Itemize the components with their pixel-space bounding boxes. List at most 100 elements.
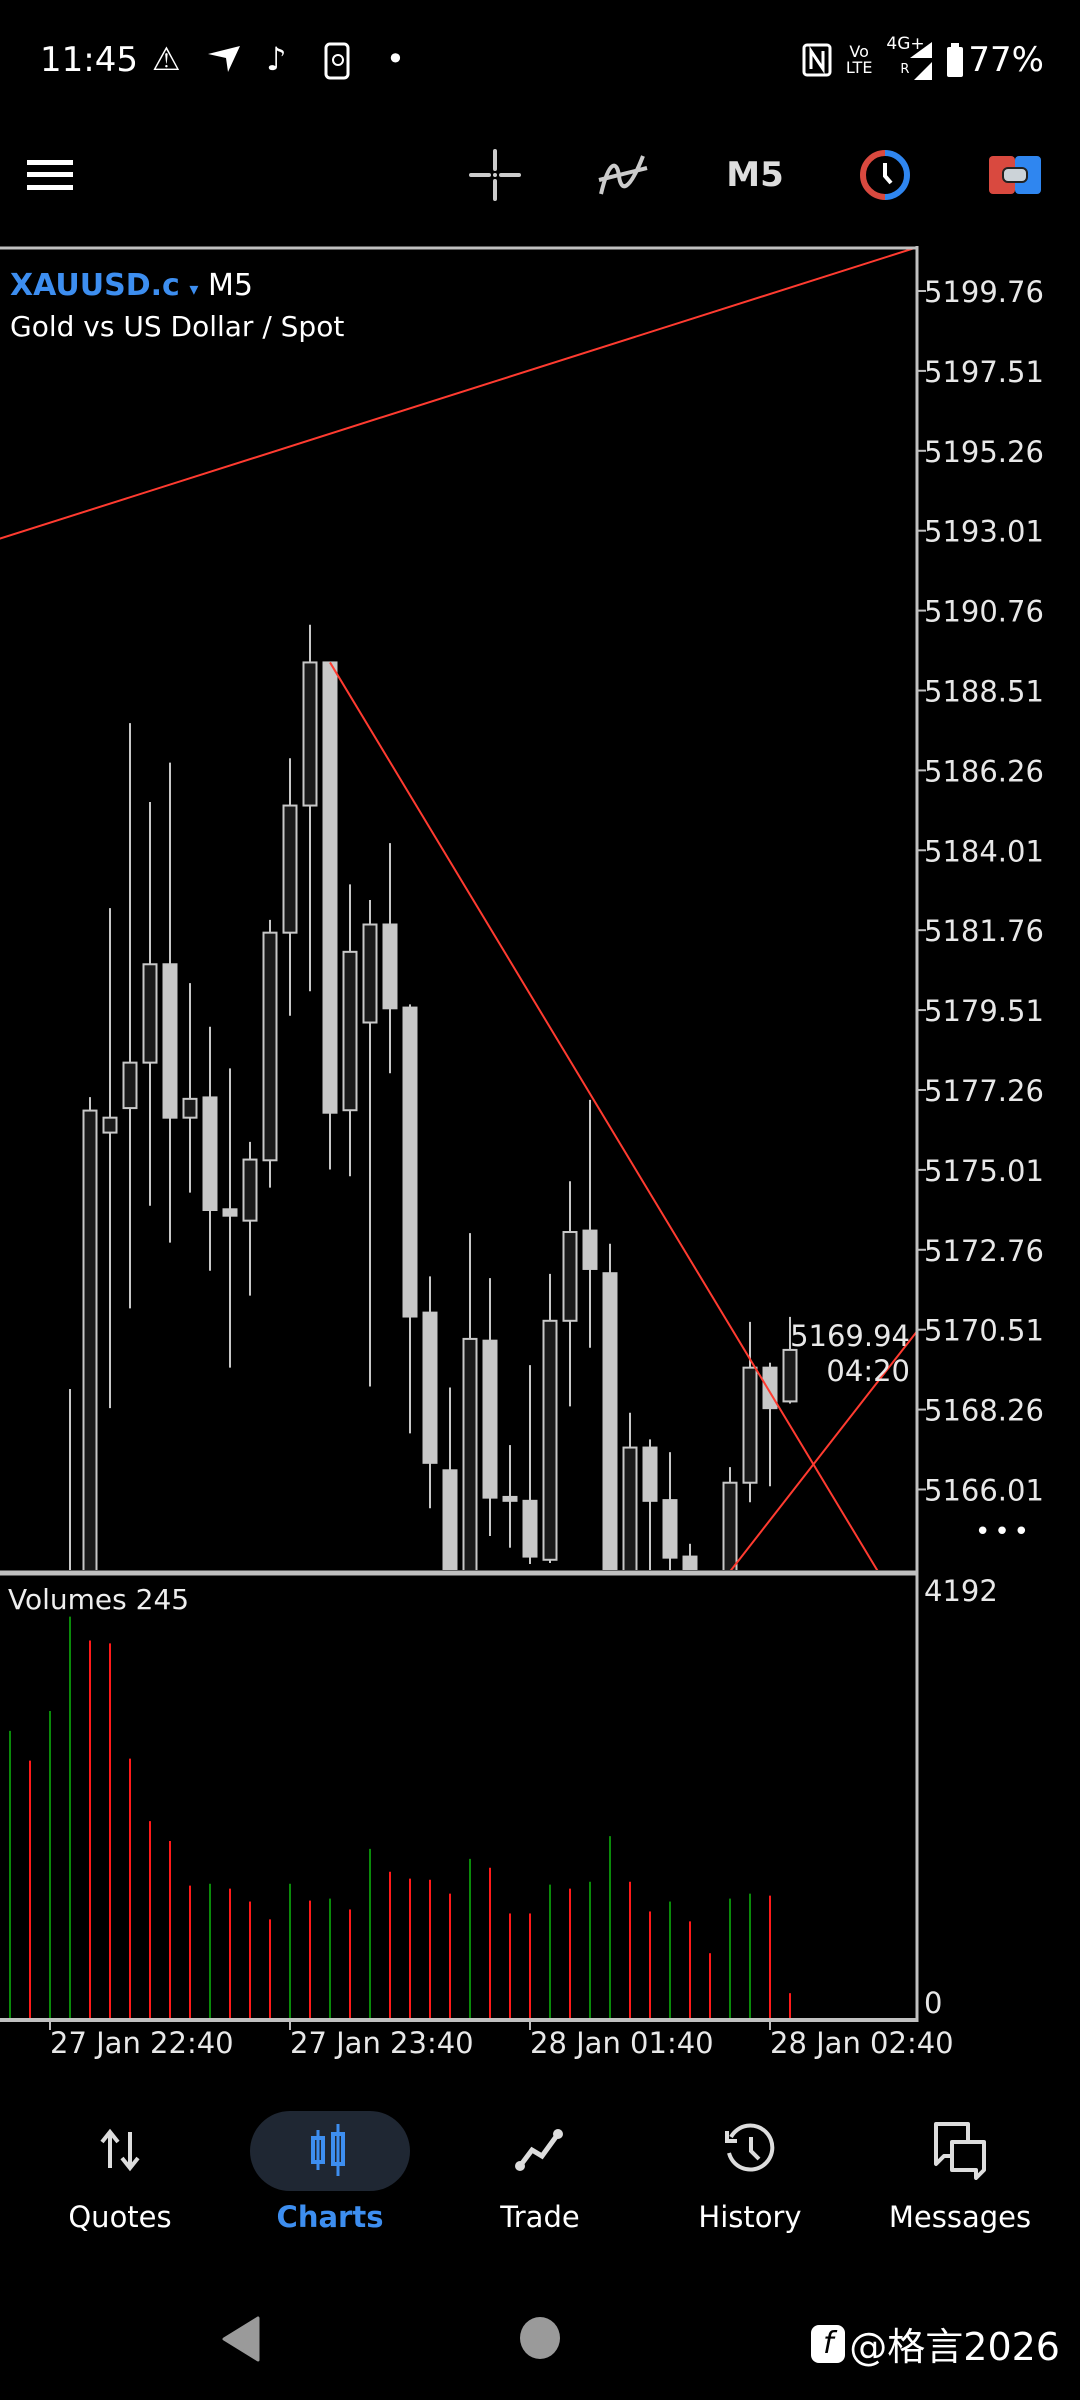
- bearish-candle: [682, 1543, 698, 1570]
- symbol-name[interactable]: XAUUSD.c: [10, 268, 180, 303]
- bullish-candle: [182, 983, 198, 1193]
- bearish-candle: [222, 1068, 238, 1368]
- candle-body: [762, 1366, 778, 1410]
- candle-body: [542, 1319, 558, 1561]
- bearish-candle: [522, 1365, 538, 1565]
- bearish-candle: [602, 1243, 618, 1570]
- symbol-selector[interactable]: XAUUSD.c ▾ M5: [10, 268, 253, 303]
- active-tab-highlight: [250, 2111, 410, 2191]
- price-axis: 5199.76 5197.51 5195.26 5193.01 5190.76 5188.…: [917, 275, 1044, 1507]
- history-clock-icon: [700, 2114, 800, 2186]
- trade-timer-icon[interactable]: [855, 150, 915, 200]
- candle-body: [222, 1208, 238, 1217]
- time-tick-label: 27 Jan 22:40: [50, 2026, 234, 2060]
- price-tick-label: 5195.26: [924, 435, 1044, 469]
- trendlines[interactable]: [0, 247, 918, 1572]
- tab-label: Quotes: [68, 2200, 172, 2234]
- volte-top: Vo: [849, 42, 869, 61]
- time-tick-label: 27 Jan 23:40: [290, 2026, 474, 2060]
- price-tick-label: 5197.51: [924, 355, 1044, 389]
- warning-icon: ⚠: [152, 40, 181, 78]
- battery-percent: 77%: [968, 40, 1044, 80]
- candle-body: [262, 931, 278, 1162]
- time-tick-label: 28 Jan 02:40: [770, 2026, 954, 2060]
- bullish-candle: [82, 1097, 98, 1570]
- time-axis: 27 Jan 22:40 27 Jan 23:40 28 Jan 01:40 28 J…: [49, 2020, 954, 2060]
- bearish-candle: [402, 1004, 418, 1434]
- bullish-candle: [282, 758, 298, 1016]
- candle-body: [682, 1555, 698, 1570]
- candle-body: [562, 1231, 578, 1322]
- tab-history[interactable]: History: [650, 2100, 850, 2240]
- candle-body: [402, 1006, 418, 1318]
- tab-messages[interactable]: Messages: [860, 2100, 1060, 2240]
- bearish-candle: [762, 1362, 778, 1487]
- price-tick-label: 5175.01: [924, 1154, 1044, 1188]
- bearish-candle: [502, 1445, 518, 1548]
- bullish-candle: [302, 624, 318, 992]
- trendline: [0, 249, 915, 540]
- price-tick-label: 5166.01: [924, 1473, 1044, 1507]
- bullish-candle: [462, 1233, 478, 1570]
- price-tick-label: 5190.76: [924, 595, 1044, 629]
- price-tick-label: 5188.51: [924, 674, 1044, 708]
- volte-icon: Vo LTE: [846, 44, 873, 76]
- candle-body: [282, 804, 298, 934]
- price-tick-label: 5193.01: [924, 515, 1044, 549]
- more-options-button[interactable]: •••: [975, 1517, 1033, 1547]
- signal-icon: 4G+ R: [886, 34, 933, 80]
- bullish-candle: [782, 1316, 798, 1404]
- candle-body: [162, 963, 178, 1119]
- tab-trade[interactable]: Trade: [440, 2100, 640, 2240]
- tab-quotes[interactable]: Quotes: [20, 2100, 220, 2240]
- price-chart[interactable]: 5199.76 5197.51 5195.26 5193.01 5190.76 5188.…: [0, 0, 1080, 2080]
- roaming-indicator: R: [900, 62, 910, 77]
- weibo-logo-icon: f: [811, 2324, 846, 2363]
- home-icon[interactable]: [519, 2316, 561, 2360]
- symbol-caret-icon[interactable]: ▾: [189, 279, 199, 300]
- crosshair-icon[interactable]: [465, 149, 525, 201]
- timeframe-button[interactable]: M5: [726, 155, 784, 195]
- candle-body: [622, 1446, 638, 1570]
- network-type: 4G+: [886, 34, 925, 54]
- candle-body: [662, 1499, 678, 1559]
- candle-body: [602, 1272, 618, 1570]
- watermark-text: @格言2026: [849, 2325, 1060, 2369]
- one-click-trading-icon[interactable]: [985, 150, 1045, 200]
- tab-label: Trade: [500, 2200, 580, 2234]
- status-bar: 11:45 ⚠ ♪ • Vo LTE 4G+ R 77%: [0, 0, 1080, 125]
- bullish-candle: [242, 1141, 258, 1296]
- phone-sync-icon: [324, 42, 350, 88]
- tab-label: Messages: [888, 2200, 1032, 2234]
- trendline: [329, 661, 879, 1570]
- bullish-candle: [562, 1181, 578, 1407]
- volume-axis-min: 0: [924, 1986, 942, 2020]
- candle-body: [582, 1229, 598, 1270]
- candle-body: [462, 1337, 478, 1570]
- bullish-candle: [622, 1412, 638, 1570]
- indicator-icon[interactable]: [592, 150, 654, 200]
- chart-frame: [0, 246, 919, 2022]
- bullish-candle: [542, 1273, 558, 1563]
- bullish-candle: [722, 1467, 738, 1570]
- candle-body: [182, 1097, 198, 1119]
- candle-body: [302, 661, 318, 807]
- hamburger-icon[interactable]: [22, 150, 78, 200]
- tab-charts[interactable]: Charts: [230, 2100, 430, 2240]
- price-tick-label: 5170.51: [924, 1314, 1044, 1348]
- bearish-candle: [662, 1452, 678, 1570]
- bearish-candle: [482, 1278, 498, 1536]
- candle-body: [442, 1469, 458, 1570]
- bearish-candle: [582, 1099, 598, 1348]
- bearish-candle: [382, 843, 398, 1074]
- symbol-description: Gold vs US Dollar / Spot: [10, 310, 345, 343]
- candle-body: [422, 1311, 438, 1464]
- price-tick-label: 5168.26: [924, 1394, 1044, 1428]
- back-icon[interactable]: [222, 2316, 262, 2362]
- candle-body: [82, 1109, 98, 1570]
- bearish-candle: [422, 1276, 438, 1509]
- candle-body: [782, 1348, 798, 1403]
- bearish-candle: [202, 1026, 218, 1271]
- price-tick-label: 5172.76: [924, 1234, 1044, 1268]
- volumes-label: Volumes 245: [8, 1583, 189, 1616]
